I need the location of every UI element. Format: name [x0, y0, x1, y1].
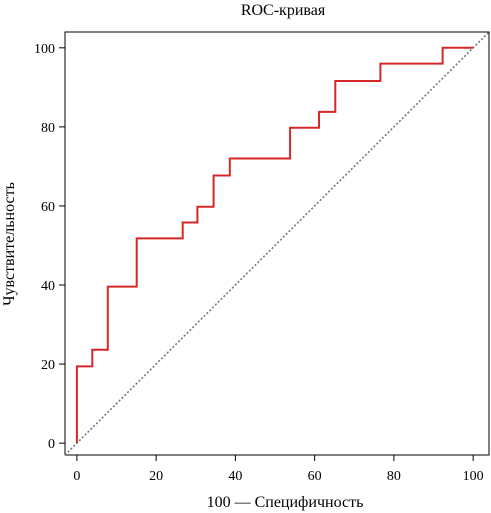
y-tick-label: 20 [41, 358, 55, 373]
y-axis-ticks: 0 20 40 60 80 100 [34, 42, 65, 452]
y-tick-label: 40 [41, 279, 55, 294]
plot-frame [64, 31, 490, 456]
chart-title: ROC-кривая [241, 2, 326, 19]
x-axis-label: 100 — Специфичность [207, 494, 364, 511]
x-tick-label: 60 [308, 469, 322, 484]
y-tick-label: 100 [34, 42, 55, 57]
roc-curve-line [75, 46, 474, 444]
reference-diagonal-line [64, 31, 490, 456]
x-tick-label: 100 [463, 469, 484, 484]
y-tick-label: 80 [41, 121, 55, 136]
x-tick-label: 0 [73, 469, 80, 484]
y-tick-label: 60 [41, 200, 55, 215]
x-axis-ticks: 0 20 40 60 80 100 [73, 455, 484, 484]
x-tick-label: 40 [228, 469, 242, 484]
x-tick-label: 20 [149, 469, 163, 484]
y-axis-label: Чувствительность [1, 182, 18, 306]
y-tick-label: 0 [48, 437, 55, 452]
x-tick-label: 80 [387, 469, 401, 484]
